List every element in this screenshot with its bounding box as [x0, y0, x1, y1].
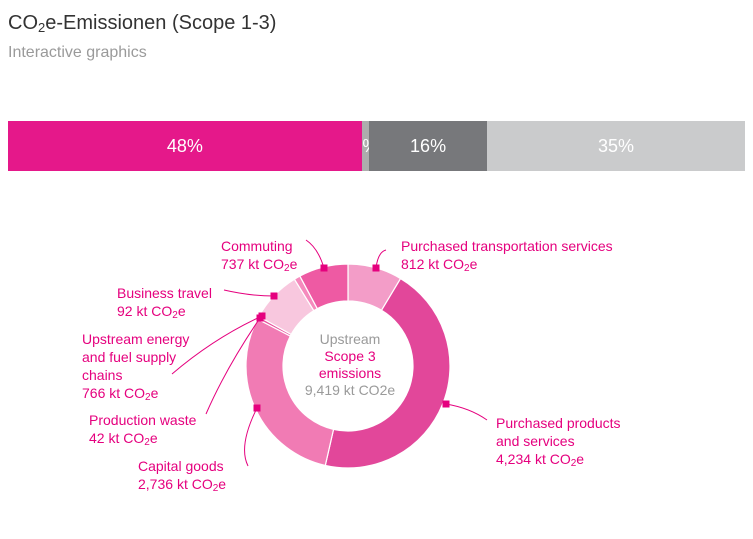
slice-marker-commuting	[320, 264, 328, 272]
bar-segment-scope-c[interactable]: 16%	[369, 121, 488, 171]
page-subtitle: Interactive graphics	[8, 44, 147, 61]
donut-slice-products-services[interactable]	[324, 277, 451, 469]
bar-segment-scope-d[interactable]: 35%	[487, 121, 745, 171]
bar-segment-label: 35%	[597, 135, 634, 156]
slice-marker-products-services	[442, 400, 450, 408]
leader-line-upstream-energy	[171, 315, 263, 375]
bar-segment-label: 1%	[362, 136, 369, 157]
slice-marker-transportation	[372, 264, 380, 272]
bar-segment-label: 48%	[166, 135, 203, 156]
donut-slice-capital-goods[interactable]	[245, 318, 335, 467]
scope-share-bar: 48% 1% 16% 35%	[8, 121, 745, 171]
page-title: CO2e-Emissionen (Scope 1-3)	[8, 12, 277, 35]
slice-marker-upstream-energy	[258, 312, 266, 320]
slice-label-upstream-energy[interactable]: Upstream energy and fuel supply chains 7…	[82, 331, 190, 403]
leader-line-products-services	[445, 403, 488, 421]
leader-line-production-waste	[205, 317, 261, 415]
slice-label-products-services[interactable]: Purchased products and services 4,234 kt…	[496, 415, 621, 469]
slice-label-commuting[interactable]: Commuting 737 kt CO2e	[221, 238, 298, 274]
bar-segment-scope-b[interactable]: 1%	[361, 121, 370, 171]
slice-label-transportation[interactable]: Purchased transportation services 812 kt…	[401, 238, 613, 274]
slice-marker-capital-goods	[253, 404, 261, 412]
slice-label-capital-goods[interactable]: Capital goods 2,736 kt CO2e	[138, 458, 227, 494]
leader-line-capital-goods	[244, 407, 258, 467]
bar-segment-scope-a[interactable]: 48%	[8, 121, 362, 171]
slice-label-business-travel[interactable]: Business travel 92 kt CO2e	[117, 285, 212, 321]
leader-line-commuting	[305, 239, 325, 269]
donut-slice-commuting[interactable]	[299, 263, 349, 310]
leader-line-business-travel	[223, 289, 275, 297]
slice-label-production-waste[interactable]: Production waste 42 kt CO2e	[89, 412, 197, 448]
donut-center-label: Upstream Scope 3 emissions 9,419 kt CO2e	[304, 331, 396, 398]
slice-marker-business-travel	[270, 292, 278, 300]
bar-segment-label: 16%	[410, 135, 447, 156]
